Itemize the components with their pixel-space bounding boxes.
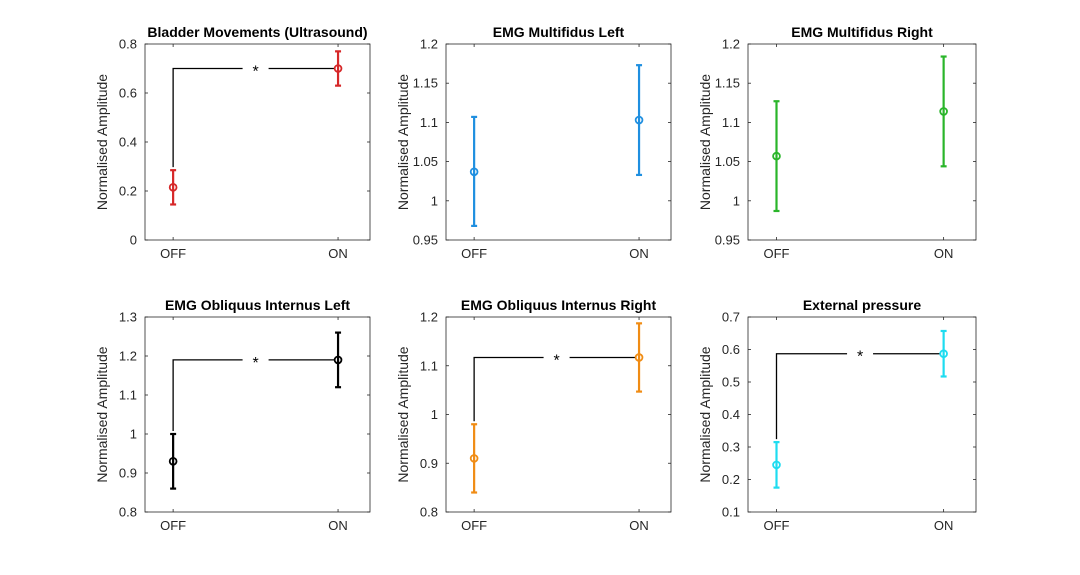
y-tick-label: 1.2	[420, 37, 438, 52]
chart-panel-2: 0.95 1 1.05 1.1 1.15 1.2 OFF ON EMG Multifidus L…	[395, 24, 672, 261]
x-tick-label-on: ON	[934, 518, 954, 533]
axes-box	[747, 43, 977, 241]
y-tick-label: 0.6	[722, 342, 740, 357]
data-point	[634, 353, 644, 362]
chart-title: Bladder Movements (Ultrasound)	[147, 24, 367, 40]
significance-star: *	[857, 349, 863, 366]
x-tick-label-on: ON	[629, 518, 649, 533]
chart-panel-3: 0.95 1 1.05 1.1 1.15 1.2 OFF ON EMG Multifidus R…	[697, 24, 977, 261]
data-point	[939, 349, 948, 359]
y-tick-label: 1.2	[119, 349, 137, 364]
data-point	[939, 107, 948, 116]
chart-panel-6: 0.1 0.2 0.3 0.4 0.5 0.6 0.7 OFF ON External press…	[697, 297, 977, 533]
y-tick-label: 0.8	[119, 505, 137, 520]
y-axis-label: Normalised Amplitude	[395, 346, 411, 482]
chart-title: EMG Obliquus Internus Left	[165, 297, 350, 313]
data-point	[168, 183, 178, 192]
y-tick-label: 1.2	[722, 37, 740, 52]
x-tick-label-on: ON	[328, 246, 348, 261]
y-tick-label: 1.05	[715, 154, 740, 169]
y-tick-label: 1	[733, 193, 740, 208]
y-tick-label: 0.9	[420, 456, 438, 471]
chart-title: EMG Obliquus Internus Right	[461, 297, 657, 313]
y-tick-label: 0.8	[119, 37, 137, 52]
axes-box	[144, 316, 371, 513]
x-tick-label-off: OFF	[764, 246, 790, 261]
x-tick-label-off: OFF	[461, 518, 487, 533]
x-tick-label-on: ON	[328, 518, 348, 533]
data-point	[333, 355, 343, 365]
axes-box	[445, 316, 672, 513]
data-point	[168, 456, 178, 466]
y-tick-label: 0.7	[722, 310, 740, 325]
y-tick-label: 1	[431, 193, 438, 208]
axes-box	[144, 43, 371, 241]
y-tick-label: 0.5	[722, 375, 740, 390]
y-tick-label: 0	[130, 233, 137, 248]
chart-panel-4: 0.8 0.9 1 1.1 1.2 1.3 OFF ON EMG Obliquus Intern…	[94, 297, 371, 533]
y-tick-label: 1	[130, 427, 137, 442]
y-tick-label: 1.1	[119, 388, 137, 403]
y-tick-label: 1.15	[715, 76, 740, 91]
y-tick-label: 0.2	[119, 184, 137, 199]
significance-bracket	[172, 359, 335, 431]
chart-title: External pressure	[803, 297, 921, 313]
y-tick-label: 0.3	[722, 440, 740, 455]
data-point	[333, 64, 343, 73]
y-tick-label: 1.2	[420, 310, 438, 325]
chart-panel-5: 0.8 0.9 1 1.1 1.2 OFF ON EMG Obliquus Internus …	[395, 297, 672, 533]
x-tick-label-off: OFF	[764, 518, 790, 533]
y-axis-label: Normalised Amplitude	[697, 346, 713, 482]
y-axis-label: Normalised Amplitude	[94, 346, 110, 482]
y-axis-label: Normalised Amplitude	[395, 74, 411, 210]
y-tick-label: 1.15	[413, 76, 438, 91]
y-tick-label: 1.05	[413, 154, 438, 169]
y-tick-label: 1.1	[420, 358, 438, 373]
y-tick-label: 1.1	[420, 115, 438, 130]
axes-box	[747, 316, 977, 513]
significance-bracket	[775, 353, 940, 440]
y-tick-label: 1.3	[119, 310, 137, 325]
significance-bracket	[473, 356, 636, 422]
chart-panel-1: 0 0.2 0.4 0.6 0.8 OFF ON Bladder Movements (Ult…	[94, 24, 371, 261]
chart-title: EMG Multifidus Left	[493, 24, 625, 40]
significance-star: *	[553, 352, 559, 369]
y-tick-label: 0.8	[420, 505, 438, 520]
chart-title: EMG Multifidus Right	[791, 24, 933, 40]
data-point	[469, 167, 479, 177]
axes-box	[445, 43, 672, 241]
y-tick-label: 0.4	[722, 407, 740, 422]
y-axis-label: Normalised Amplitude	[697, 74, 713, 210]
x-tick-label-off: OFF	[160, 518, 186, 533]
significance-star: *	[252, 355, 258, 372]
data-point	[772, 460, 781, 470]
y-tick-label: 1.1	[722, 115, 740, 130]
data-point	[469, 454, 479, 463]
significance-star: *	[252, 64, 258, 81]
y-tick-label: 0.95	[413, 233, 438, 248]
y-tick-label: 0.95	[715, 233, 740, 248]
x-tick-label-off: OFF	[461, 246, 487, 261]
y-tick-label: 0.2	[722, 472, 740, 487]
x-tick-label-on: ON	[934, 246, 954, 261]
x-tick-label-on: ON	[629, 246, 649, 261]
y-axis-label: Normalised Amplitude	[94, 74, 110, 210]
y-tick-label: 0.6	[119, 86, 137, 101]
data-point	[772, 151, 781, 161]
y-tick-label: 0.9	[119, 466, 137, 481]
y-tick-label: 0.1	[722, 505, 740, 520]
data-point	[634, 115, 644, 125]
x-tick-label-off: OFF	[160, 246, 186, 261]
y-tick-label: 0.4	[119, 135, 137, 150]
significance-bracket	[172, 67, 335, 168]
y-tick-label: 1	[431, 407, 438, 422]
